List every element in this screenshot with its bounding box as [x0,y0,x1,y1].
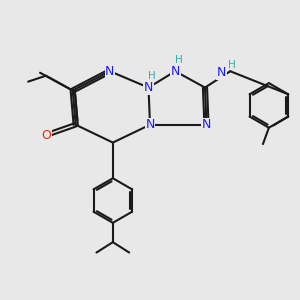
Text: N: N [105,65,115,78]
Text: H: H [175,55,183,65]
Text: N: N [171,65,180,78]
Text: H: H [148,71,156,81]
Text: N: N [217,66,226,79]
Text: H: H [228,60,236,70]
Text: O: O [41,129,51,142]
Text: N: N [202,118,211,131]
Text: N: N [145,118,155,131]
Text: N: N [144,81,153,94]
